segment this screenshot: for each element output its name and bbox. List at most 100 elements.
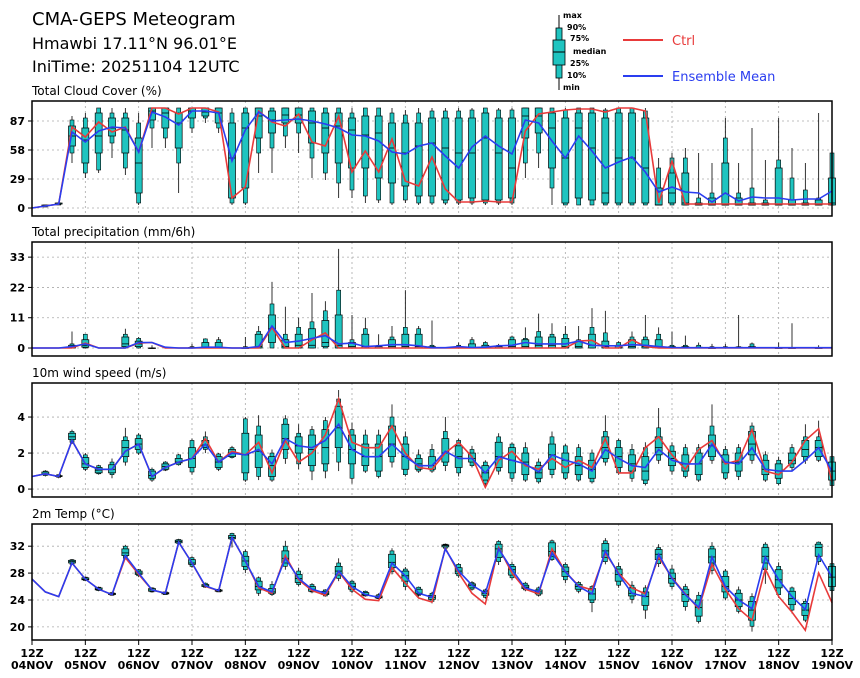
boxplot xyxy=(414,325,423,349)
box-p25-p75 xyxy=(334,405,343,449)
boxplot xyxy=(334,107,343,198)
box-p25-p75 xyxy=(788,590,796,606)
boxplot xyxy=(748,593,756,632)
box-p25-p75 xyxy=(454,117,463,201)
box-p25-p75 xyxy=(588,112,596,201)
boxplot xyxy=(241,417,250,482)
boxplot xyxy=(294,317,303,349)
boxplot xyxy=(321,417,330,479)
box-p25-p75 xyxy=(321,429,330,465)
x-tick-date: 04NOV xyxy=(11,659,54,672)
x-tick-hour: 12Z xyxy=(607,647,630,660)
boxplot xyxy=(374,107,383,203)
x-tick-date: 18NOV xyxy=(758,659,801,672)
box-p25-p75 xyxy=(81,127,90,164)
boxplot xyxy=(348,108,356,198)
box-p25-p75 xyxy=(534,107,543,134)
boxplot xyxy=(148,345,156,349)
legend-ctrl-label: Ctrl xyxy=(672,34,695,49)
boxplot xyxy=(734,314,743,349)
boxplot xyxy=(81,453,90,472)
boxplot xyxy=(134,113,143,205)
boxplot xyxy=(414,108,423,205)
cloud-cover-title: Total Cloud Cover (%) xyxy=(31,84,162,98)
temperature-title: 2m Temp (°C) xyxy=(32,507,115,521)
boxplot xyxy=(801,424,810,464)
box-p25-p75 xyxy=(788,452,796,465)
x-tick-date: 10NOV xyxy=(331,659,374,672)
legend: max 90% 75% median 25% 10% min Ctrl Ense… xyxy=(552,11,775,92)
boxplot xyxy=(494,108,503,205)
x-tick-date: 05NOV xyxy=(64,659,107,672)
boxplot xyxy=(254,107,263,173)
x-tick-hour: 12Z xyxy=(340,647,363,660)
box-p25-p75 xyxy=(68,432,76,440)
boxplot xyxy=(708,163,716,206)
boxplot xyxy=(601,310,610,349)
cloud-cover-mean-line xyxy=(31,110,833,209)
box-p25-p75 xyxy=(121,336,130,347)
init-time-label: IniTime: 20251104 12UTC xyxy=(32,57,240,76)
box-p25-p75 xyxy=(348,117,356,169)
x-tick-hour: 12Z xyxy=(394,647,417,660)
boxplot xyxy=(268,107,276,173)
boxplot xyxy=(588,107,596,206)
box-p25-p75 xyxy=(641,456,650,481)
legend-p90: 90% xyxy=(567,23,586,32)
boxplot xyxy=(508,108,516,205)
location-label: Hmawbi 17.11°N 96.01°E xyxy=(32,34,237,53)
y-tick-label: 0 xyxy=(17,202,25,215)
boxplot xyxy=(321,301,330,349)
boxplot xyxy=(468,108,476,205)
box-p25-p75 xyxy=(468,117,476,199)
box-p25-p75 xyxy=(414,588,423,595)
y-tick-label: 22 xyxy=(10,281,25,294)
panels: Total Cloud Cover (%) 0 29 58 87 Total precip… xyxy=(10,84,836,641)
y-tick-label: 87 xyxy=(10,115,25,128)
boxplot xyxy=(308,107,316,178)
boxplot xyxy=(641,108,650,206)
x-tick-hour: 12Z xyxy=(287,647,310,660)
boxplot xyxy=(694,153,703,206)
wind-speed-frame xyxy=(31,382,833,498)
boxplot xyxy=(574,325,583,349)
x-tick-hour: 12Z xyxy=(20,647,43,660)
box-p25-p75 xyxy=(641,339,650,349)
boxplot xyxy=(534,107,543,168)
boxplot xyxy=(361,429,370,473)
legend-max: max xyxy=(563,11,583,20)
box-p25-p75 xyxy=(561,452,570,474)
y-tick-label: 2 xyxy=(17,447,25,460)
legend-p75: 75% xyxy=(570,34,589,43)
legend-min: min xyxy=(563,83,580,92)
x-tick-hour: 12Z xyxy=(180,647,203,660)
box-p25-p75 xyxy=(321,112,330,154)
box-p25-p75 xyxy=(574,112,583,199)
box-p25-p75 xyxy=(521,107,530,139)
wind-speed-title: 10m wind speed (m/s) xyxy=(32,366,166,380)
box-p25-p75 xyxy=(121,117,130,154)
boxplot xyxy=(468,337,476,349)
box-p25-p75 xyxy=(481,112,490,201)
boxplot xyxy=(241,337,250,349)
boxplot xyxy=(281,107,290,148)
boxplot xyxy=(388,108,396,205)
box-p25-p75 xyxy=(761,459,770,476)
box-p25-p75 xyxy=(681,172,690,206)
boxplot xyxy=(641,314,650,349)
x-tick-date: 12NOV xyxy=(438,659,481,672)
boxplot xyxy=(108,108,116,158)
box-p25-p75 xyxy=(308,110,316,144)
temperature-frame xyxy=(31,523,833,641)
x-tick-hour: 12Z xyxy=(127,647,150,660)
x-tick-hour: 12Z xyxy=(74,647,97,660)
box-p25-p75 xyxy=(761,547,770,564)
precipitation-mean-line xyxy=(32,324,832,349)
boxplot xyxy=(428,320,436,349)
boxplot xyxy=(121,328,130,349)
wind-speed-panel: 10m wind speed (m/s) 0 2 4 xyxy=(17,366,836,498)
x-tick-hour: 12Z xyxy=(234,647,257,660)
x-tick-date: 13NOV xyxy=(491,659,534,672)
boxplot xyxy=(774,118,783,206)
